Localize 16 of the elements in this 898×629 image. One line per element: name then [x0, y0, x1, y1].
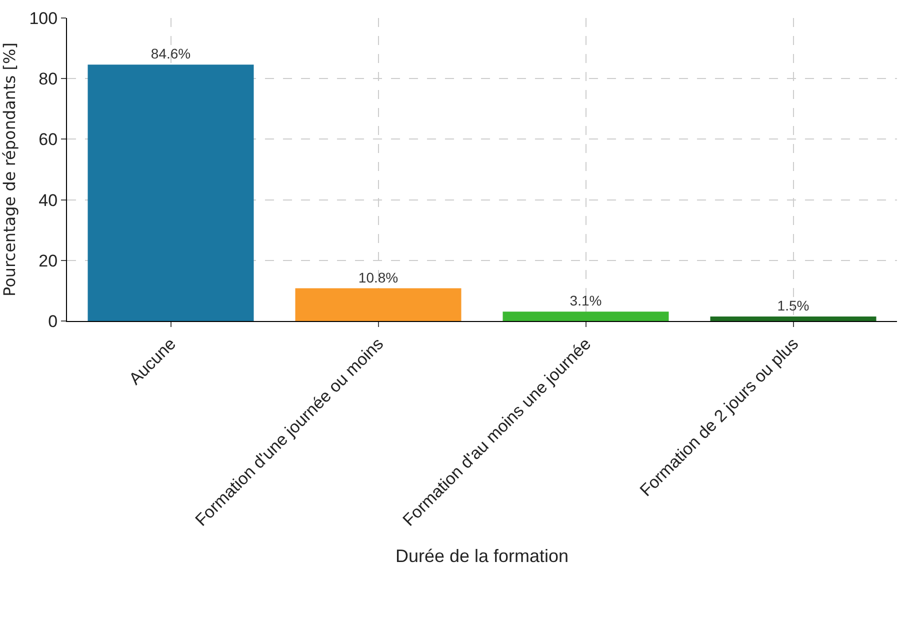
bar — [295, 288, 462, 321]
bar — [710, 316, 876, 321]
y-tick-label: 40 — [38, 190, 58, 210]
y-tick-label: 80 — [38, 70, 58, 89]
data-label: 84.6% — [150, 46, 191, 62]
y-tick-label: 0 — [48, 312, 58, 331]
data-label: 3.1% — [570, 292, 602, 309]
bar — [502, 312, 669, 321]
y-tick-label: 100 — [29, 8, 58, 28]
data-label: 10.8% — [358, 269, 398, 286]
y-tick-label: 60 — [38, 130, 58, 150]
y-axis-title: Pourcentage de répondants [%] — [0, 42, 19, 296]
x-axis-title: Durée de la formation — [395, 546, 569, 566]
data-label: 1.5% — [777, 297, 810, 314]
bar — [88, 64, 254, 321]
y-tick-label: 20 — [38, 251, 58, 270]
